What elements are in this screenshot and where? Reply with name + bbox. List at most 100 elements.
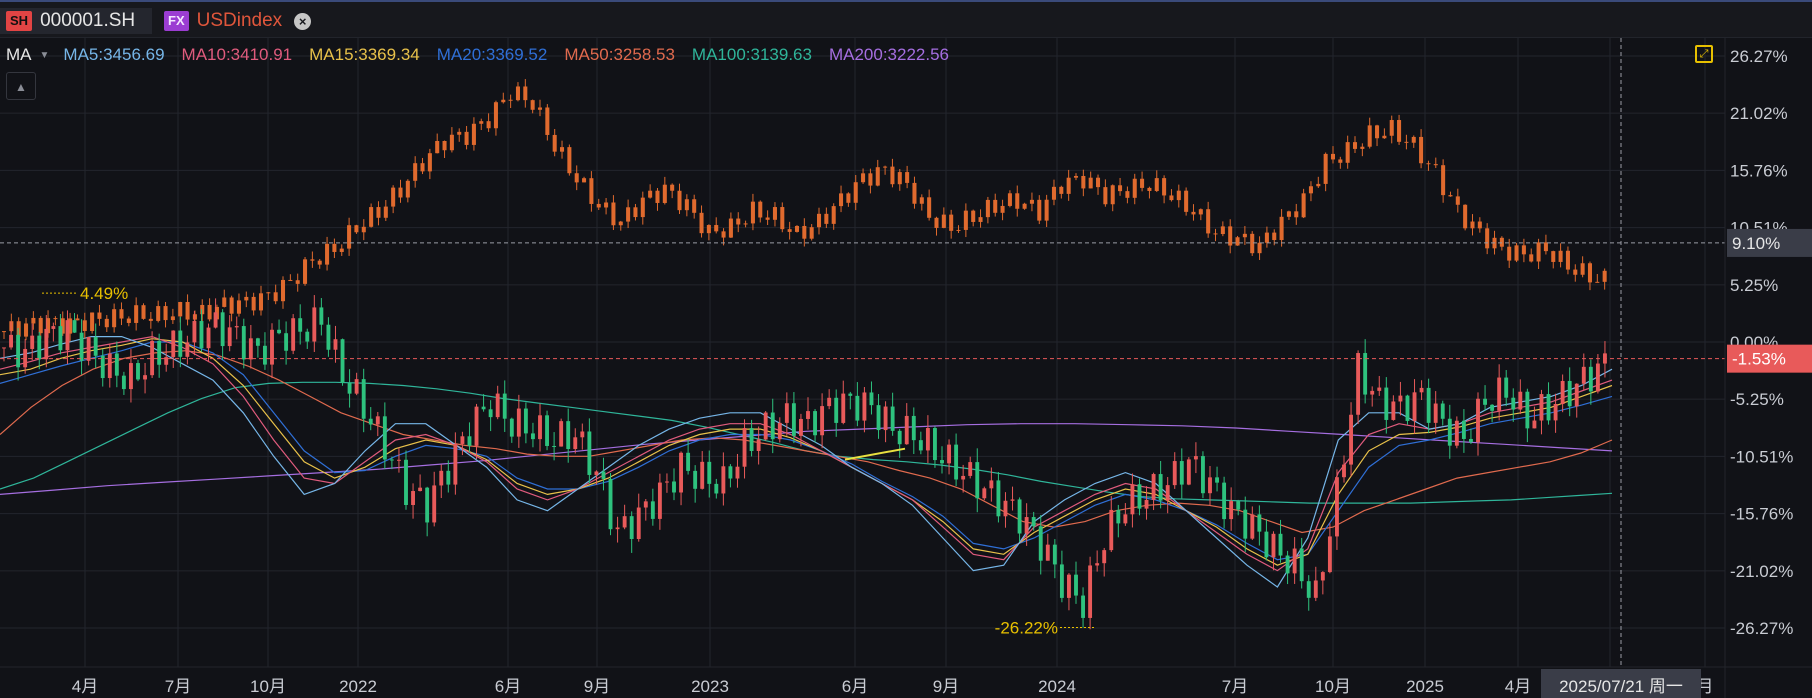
usdindex-candle [303,259,308,284]
sh000001-candle [397,459,401,461]
usdindex-candle [1529,254,1534,262]
x-tick-label: 9月 [933,677,959,696]
price-marker-box [1727,344,1812,373]
usdindex-candle [648,190,653,198]
usdindex-candle [178,302,183,317]
legend-title[interactable]: MA [6,45,32,64]
usdindex-candle [736,218,741,225]
sh000001-candle [890,406,895,431]
x-tick-label: 10月 [1315,677,1351,696]
usdindex-candle [515,86,520,101]
tab-000001-sh[interactable]: SH 000001.SH [0,8,152,34]
usdindex-candle [1154,178,1159,191]
usdindex-candle [1404,141,1409,143]
sh000001-candle [608,478,613,530]
usdindex-candle [941,214,946,228]
sh000001-candle [679,452,683,493]
usdindex-candle [1176,190,1181,201]
usdindex-candle [68,318,73,334]
price-marker-box [1727,228,1812,257]
usdindex-candle [1059,186,1064,194]
sh000001-candle [559,421,564,447]
usdindex-candle [295,280,300,284]
usdindex-candle [38,317,43,334]
usdindex-candle [1477,221,1482,229]
sh000001-candle [1278,533,1283,556]
legend-ma20: MA20:3369.52 [436,45,548,64]
sh000001-candle [1038,526,1043,561]
sh000001-candle [686,452,691,471]
price-marker-label: 9.10% [1732,234,1780,253]
usdindex-candle [919,197,924,204]
chevron-up-icon[interactable]: ▲ [6,72,36,100]
usdindex-candle [1220,226,1225,235]
sh000001-candle [1201,456,1205,494]
x-tick-label: 4月 [1505,677,1531,696]
sh000001-candle [1532,420,1537,429]
sh000001-candle [234,326,239,328]
usdindex-candle [391,187,396,207]
sh000001-candle [904,415,909,445]
close-icon[interactable]: × [294,12,312,30]
tab-usdindex[interactable]: FX USDindex × [164,8,312,34]
usdindex-candle [934,217,939,228]
sh000001-candle [164,357,169,365]
sh000001-candle [650,501,655,519]
usdindex-candle [1198,209,1203,215]
sh000001-candle [1504,377,1509,398]
sh000001-candle [157,340,162,365]
usdindex-candle [897,172,902,185]
sh000001-candle [404,459,408,505]
usdindex-candle [905,172,910,183]
usdindex-candle [1308,186,1313,194]
trend-line[interactable] [844,447,906,461]
sh000001-candle [298,318,303,332]
sh000001-candle [911,415,916,441]
sh000001-candle [735,466,740,479]
usdindex-candle [1455,196,1460,205]
usdindex-candle [809,227,814,239]
usdindex-candle [993,199,998,213]
usdindex-candle [1382,135,1387,139]
usdindex-candle [1463,204,1468,229]
sh000001-candle [545,415,549,446]
usdindex-candle [831,206,836,224]
usdindex-candle [1316,183,1321,187]
x-tick-label: 10月 [250,677,286,696]
sh000001-candle [1497,377,1502,411]
sh000001-candle [1172,461,1177,486]
usdindex-candle [1235,237,1240,246]
sh000001-candle [16,334,21,368]
sh000001-candle [742,428,747,467]
usdindex-candle [435,140,440,154]
usdindex-candle [1543,242,1548,252]
usdindex-candle [574,173,579,183]
expand-icon[interactable]: ⤢ [1695,45,1713,63]
usdindex-candle [464,131,469,145]
sh000001-candle [1405,395,1410,421]
usdindex-candle [978,217,983,222]
price-marker-label: -1.53% [1732,350,1786,369]
usdindex-candle [1573,269,1578,275]
sh000001-candle [1384,387,1389,420]
usdindex-candle [1411,136,1416,143]
sh000001-candle [446,470,451,485]
legend-ma15: MA15:3369.34 [309,45,420,64]
usdindex-candle [567,147,572,174]
usdindex-candle [1191,211,1196,215]
sh000001-candle [975,462,980,499]
usdindex-candle [1066,177,1071,194]
usdindex-candle [1169,195,1174,201]
sh000001-candle [129,363,133,390]
usdindex-candle [82,320,87,332]
exchange-badge: SH [6,11,33,31]
usdindex-candle [985,199,990,218]
usdindex-candle [1162,178,1167,196]
sh000001-candle [1342,464,1346,478]
chevron-down-icon[interactable]: ▼ [39,49,50,61]
sh000001-candle [1320,572,1325,581]
candlestick-chart[interactable]: 26.27%21.02%15.76%10.51%5.25%0.00%-5.25%… [0,38,1812,698]
sh000001-candle [206,327,211,349]
usdindex-candle [655,190,660,203]
usdindex-candle [706,225,711,234]
